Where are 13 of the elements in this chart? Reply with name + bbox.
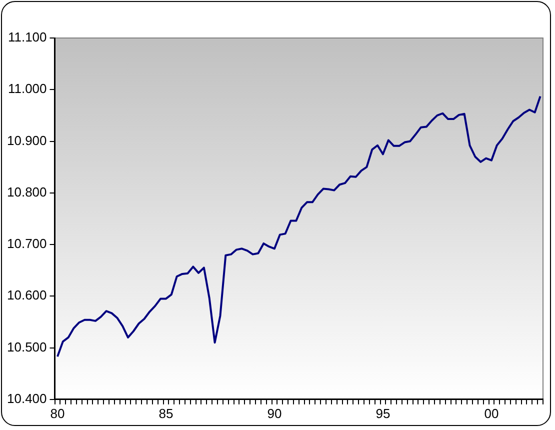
y-tick-label: 10.700 [6, 236, 47, 252]
y-tick-label: 10.800 [6, 184, 47, 200]
y-tick-label: 10.600 [6, 288, 47, 303]
y-tick-label: 10.400 [6, 390, 47, 406]
x-tick-label: 80 [50, 406, 65, 421]
y-tick-label: 11.000 [8, 81, 47, 96]
y-tick-label: 10.900 [6, 132, 47, 148]
x-tick-label: 90 [267, 406, 282, 421]
x-tick-label: 00 [484, 406, 499, 421]
x-tick-label: 85 [158, 406, 174, 421]
y-tick-label: 11.100 [8, 30, 47, 45]
x-tick-label: 95 [376, 406, 390, 421]
y-tick-label: 10.500 [6, 339, 47, 354]
